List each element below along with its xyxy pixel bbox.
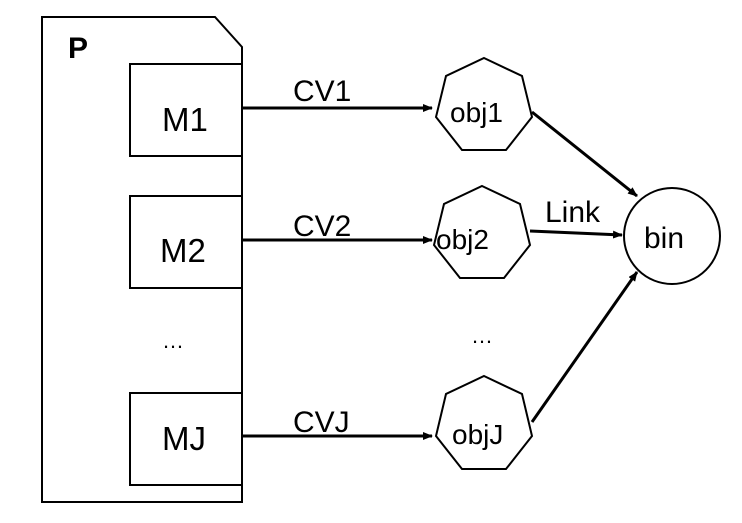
module-label-m1: M1 — [162, 101, 208, 138]
edge-cv2-label: CV2 — [293, 210, 351, 243]
object-objj-shape — [434, 374, 534, 470]
bin-label: bin — [644, 222, 684, 255]
link-obj1-bin-arrow — [531, 110, 638, 198]
module-label-m2: M2 — [160, 232, 206, 269]
edge-cvj-label: CVJ — [293, 406, 350, 439]
object-obj1-shape — [434, 56, 534, 151]
link-objj-bin-arrow — [530, 271, 639, 423]
object-obj2-label: obj2 — [436, 224, 489, 255]
object-ellipsis: … — [471, 323, 493, 348]
module-ellipsis: … — [162, 328, 184, 353]
object-obj2-shape — [432, 184, 532, 279]
edge-cv1-label: CV1 — [293, 75, 351, 108]
object-obj1-label: obj1 — [450, 97, 503, 128]
container-p-label: P — [68, 32, 88, 65]
module-label-mj: MJ — [162, 420, 206, 457]
module-box-mj — [129, 392, 243, 486]
link-obj2-bin-arrow — [529, 229, 623, 239]
object-objj-label: objJ — [452, 419, 503, 450]
link-label: Link — [545, 196, 601, 229]
module-box-m1 — [129, 63, 243, 157]
bin-circle — [623, 187, 721, 285]
module-box-m2 — [129, 195, 243, 289]
